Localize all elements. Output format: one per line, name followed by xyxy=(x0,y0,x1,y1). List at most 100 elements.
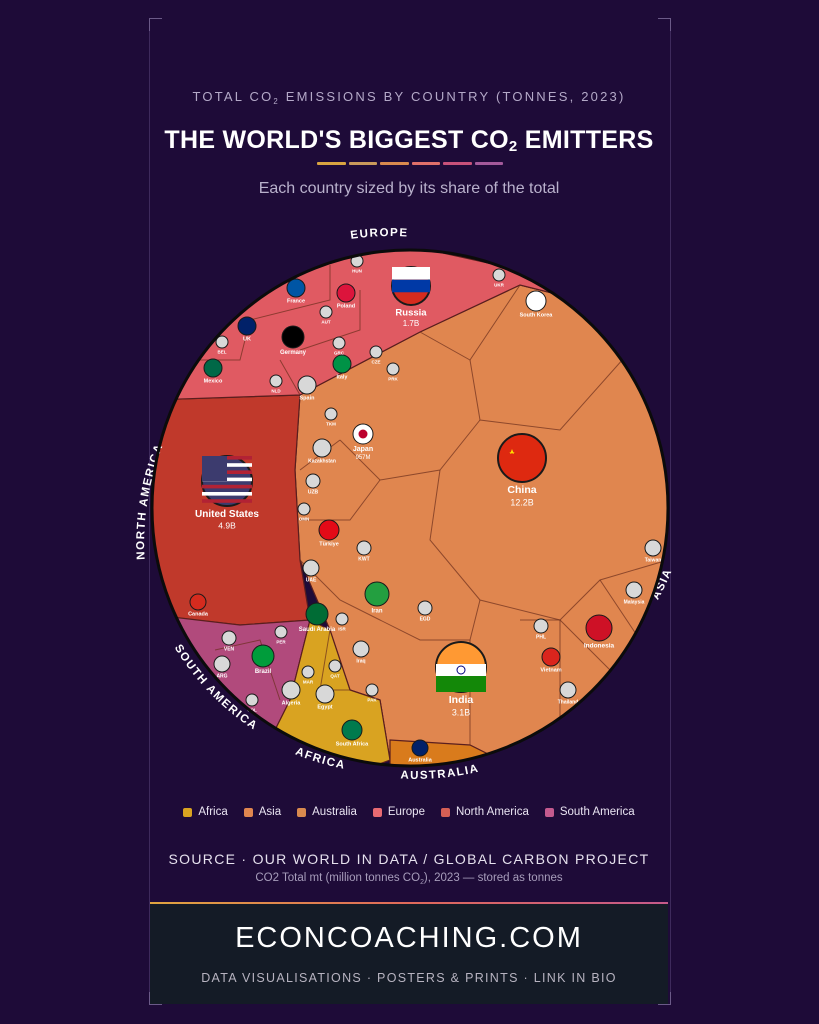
country-cell[interactable]: CZE xyxy=(369,345,383,364)
flag-icon xyxy=(332,354,352,374)
source-note: CO2 Total mt (million tonnes CO2), 2023 … xyxy=(255,872,563,886)
flag-icon xyxy=(251,644,275,668)
country-cell[interactable]: South Africa xyxy=(336,719,369,748)
country-cell[interactable]: Indonesia xyxy=(584,614,615,650)
country-cell[interactable]: Iran xyxy=(364,581,390,614)
legend-item: Asia xyxy=(243,806,282,818)
country-cell[interactable]: Taiwan xyxy=(644,539,662,564)
country-cell[interactable]: BEL xyxy=(215,335,229,354)
country-cell[interactable]: ISR xyxy=(335,612,349,631)
country-cell[interactable]: TKM xyxy=(324,407,338,426)
star-icon xyxy=(509,449,515,454)
country-label: KWT xyxy=(358,557,369,563)
country-cell[interactable]: AUT xyxy=(319,305,333,324)
flag-icon xyxy=(203,358,223,378)
country-value: 3.1B xyxy=(452,707,470,717)
country-label: Vietnam xyxy=(540,668,561,674)
country-label: EGD xyxy=(420,617,431,623)
country-cell[interactable]: UKR xyxy=(492,268,506,287)
flag-icon xyxy=(237,316,257,336)
country-cell[interactable]: OMN xyxy=(297,502,311,521)
flag-icon xyxy=(213,655,231,673)
brand-link[interactable]: ECONCOACHING.COM xyxy=(235,922,583,954)
sun-icon xyxy=(358,429,368,439)
country-cell[interactable]: France xyxy=(286,278,306,305)
country-label: COL xyxy=(247,707,257,712)
country-cell[interactable]: Malaysia xyxy=(624,581,645,606)
legend-swatch xyxy=(297,807,307,817)
country-cell[interactable]: Japan 957M xyxy=(352,423,374,461)
country-label: Iran xyxy=(371,608,382,614)
country-cell[interactable]: QAT xyxy=(328,659,342,678)
country-label: South Korea xyxy=(520,313,554,319)
country-cell[interactable]: Türkiye xyxy=(318,519,340,548)
country-label: Taiwan xyxy=(645,558,662,564)
country-cell[interactable]: COL xyxy=(245,693,259,712)
country-cell[interactable]: NLD xyxy=(269,374,283,393)
title-rule-segment xyxy=(443,162,472,165)
country-cell[interactable]: PHL xyxy=(533,618,549,641)
country-cell[interactable]: Spain xyxy=(297,375,317,402)
country-cell[interactable]: Kazakhstan xyxy=(308,438,336,465)
country-label: Algeria xyxy=(282,701,302,707)
title-rule-segment xyxy=(411,162,440,165)
country-cell[interactable]: Iraq xyxy=(352,640,370,665)
flag-icon xyxy=(417,600,433,616)
country-label: Mexico xyxy=(204,379,223,385)
country-cell[interactable]: Thailand xyxy=(558,681,579,706)
legend-label: Europe xyxy=(387,806,425,818)
country-label: Canada xyxy=(188,612,209,618)
country-label: HUN xyxy=(352,268,362,273)
flag-icon xyxy=(318,519,340,541)
country-cell[interactable]: Poland xyxy=(336,283,356,310)
country-label: Thailand xyxy=(558,700,579,706)
country-cell[interactable]: PAK xyxy=(365,683,379,702)
country-cell[interactable]: UAE xyxy=(302,559,320,584)
flag-icon xyxy=(356,540,372,556)
country-cell[interactable]: Algeria xyxy=(281,680,302,707)
country-cell[interactable]: Australia xyxy=(408,739,433,764)
chart-subtitle: Each country sized by its share of the t… xyxy=(258,180,560,197)
flag-icon xyxy=(302,559,320,577)
country-cell[interactable]: VEN xyxy=(221,630,237,653)
country-cell[interactable]: Canada xyxy=(188,593,209,618)
flag-icon xyxy=(364,581,390,607)
country-cell[interactable]: Brazil xyxy=(251,644,275,675)
country-cell[interactable]: Egypt xyxy=(315,684,335,711)
country-cell[interactable]: HUN xyxy=(350,254,364,273)
flag-icon xyxy=(328,659,342,673)
cell-border xyxy=(214,639,281,701)
country-cell[interactable]: PRK xyxy=(386,362,400,381)
legend-label: Asia xyxy=(258,806,282,818)
country-cell[interactable]: GRC xyxy=(332,336,346,355)
country-cell[interactable]: EGD xyxy=(417,600,433,623)
flag-icon xyxy=(189,593,207,611)
flag-band xyxy=(436,664,486,676)
country-value: 1.7B xyxy=(403,319,420,328)
country-label: China xyxy=(507,484,536,496)
flag-icon xyxy=(365,683,379,697)
country-cell[interactable]: ARG xyxy=(213,655,231,680)
country-cell[interactable]: PER xyxy=(274,625,288,644)
country-cell[interactable]: Germany xyxy=(280,325,307,356)
footer-tagline: DATA VISUALISATIONS · POSTERS & PRINTS ·… xyxy=(201,971,617,985)
country-cell[interactable]: KWT xyxy=(356,540,372,563)
country-cell[interactable]: South Korea xyxy=(520,290,554,319)
country-cell[interactable]: Vietnam xyxy=(540,647,562,674)
country-cell[interactable]: Mexico xyxy=(203,358,223,385)
country-cell[interactable]: Italy xyxy=(332,354,352,381)
country-cell[interactable]: UK xyxy=(237,316,257,343)
country-cell[interactable]: Saudi Arabia xyxy=(299,602,336,633)
flag-canton xyxy=(202,456,227,481)
flag-icon xyxy=(281,680,301,700)
flag-icon xyxy=(312,438,332,458)
country-label: CZE xyxy=(372,359,381,364)
country-cell[interactable]: UZB xyxy=(305,473,321,496)
chart-outline xyxy=(150,248,670,768)
country-label: NLD xyxy=(271,388,281,393)
country-cell[interactable]: MAR xyxy=(301,665,315,684)
